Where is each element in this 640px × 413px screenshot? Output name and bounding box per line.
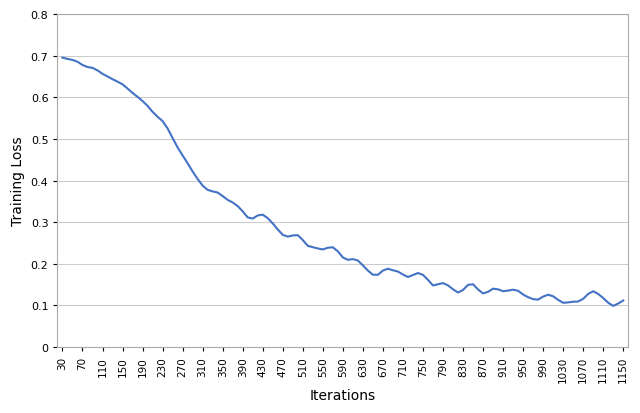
X-axis label: Iterations: Iterations [310,388,376,402]
Y-axis label: Training Loss: Training Loss [11,136,25,226]
